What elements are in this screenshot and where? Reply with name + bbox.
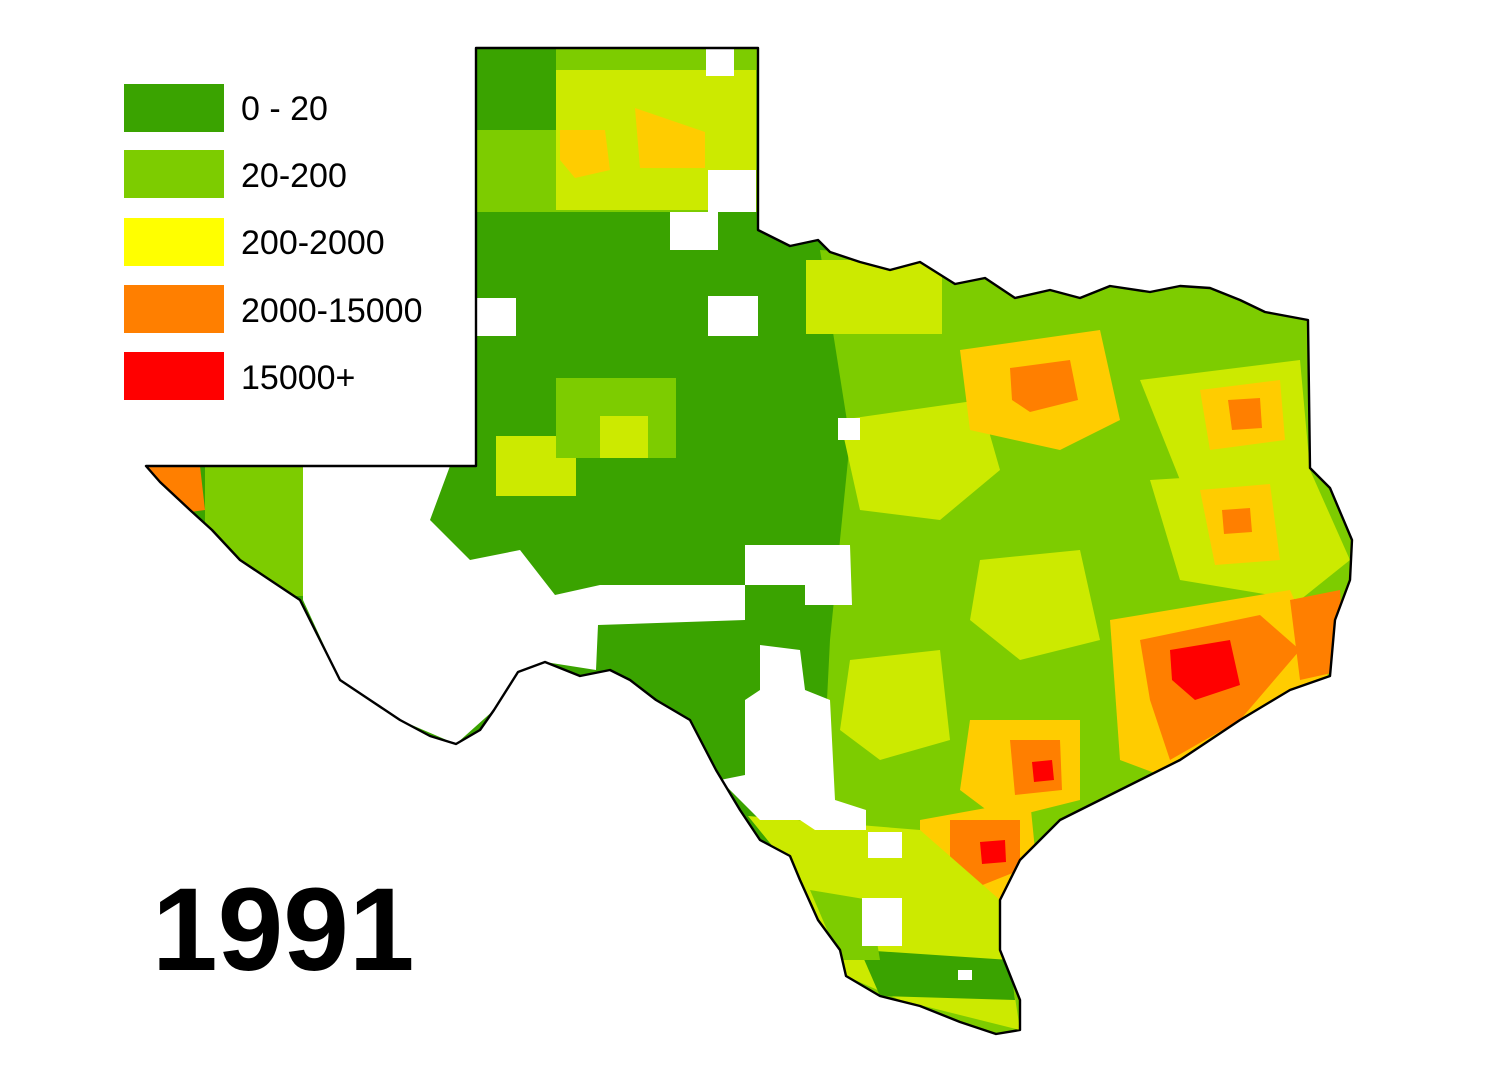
region-coastal-red bbox=[980, 840, 1006, 864]
no-data-block-8 bbox=[862, 898, 902, 946]
no-data-block-5 bbox=[708, 296, 758, 336]
region-lufkin-core bbox=[1222, 508, 1252, 534]
no-data-region-del-rio bbox=[720, 645, 866, 830]
no-data-block-2 bbox=[708, 170, 756, 212]
texas-state-outline bbox=[144, 46, 1354, 1036]
region-austin-red bbox=[1032, 760, 1054, 782]
year-label: 1991 bbox=[152, 864, 415, 996]
no-data-block-6 bbox=[838, 418, 860, 440]
region-north-central bbox=[806, 260, 942, 334]
region-dfw-orange bbox=[1010, 360, 1078, 412]
legend-label-15000-plus: 15000+ bbox=[241, 359, 355, 397]
region-houston-red bbox=[1170, 640, 1240, 700]
region-south-green bbox=[860, 950, 1015, 1000]
legend-label-20-200: 20-200 bbox=[241, 157, 347, 195]
legend-swatch-20-200 bbox=[124, 150, 224, 198]
no-data-block-3 bbox=[670, 212, 718, 250]
region-lubbock-core bbox=[600, 416, 648, 458]
no-data-block-4 bbox=[476, 298, 516, 336]
no-data-block-1 bbox=[706, 48, 734, 76]
legend-swatch-2000-15000 bbox=[124, 285, 224, 333]
legend-swatch-15000-plus bbox=[124, 352, 224, 400]
no-data-region-west bbox=[303, 466, 745, 744]
legend-swatch-200-2000 bbox=[124, 218, 224, 266]
no-data-block-9 bbox=[958, 970, 972, 980]
region-el-paso bbox=[146, 466, 205, 512]
region-west-strip bbox=[205, 466, 303, 596]
no-data-region-pecos bbox=[745, 545, 852, 605]
legend-label-0-20: 0 - 20 bbox=[241, 90, 328, 128]
region-panhandle-top-b bbox=[476, 130, 556, 212]
region-tyler-core bbox=[1228, 398, 1262, 430]
region-amarillo bbox=[560, 108, 705, 178]
map-legend: 0 - 20 20-200 200-2000 2000-15000 15000+ bbox=[124, 84, 423, 400]
no-data-block-7 bbox=[868, 832, 902, 858]
legend-label-200-2000: 200-2000 bbox=[241, 224, 385, 262]
region-east-yellow bbox=[1140, 360, 1350, 600]
legend-swatch-0-20 bbox=[124, 84, 224, 132]
legend-label-2000-15000: 2000-15000 bbox=[241, 292, 423, 330]
region-central-yellow bbox=[840, 400, 1100, 760]
